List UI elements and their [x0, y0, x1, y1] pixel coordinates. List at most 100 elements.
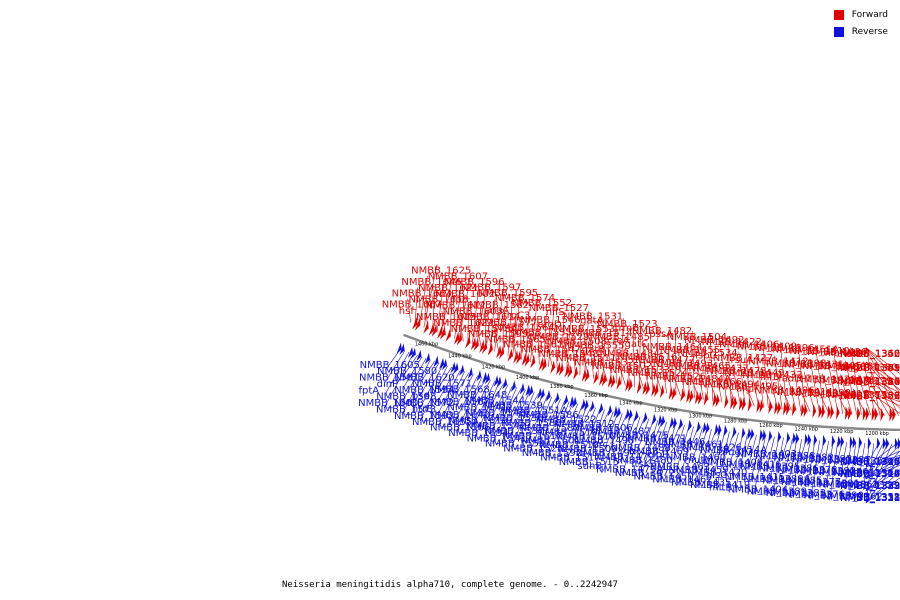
- forward-connector: [546, 343, 554, 369]
- forward-connector: [472, 293, 479, 345]
- reverse-gene-arrow: [459, 364, 465, 376]
- reverse-gene-arrow: [410, 347, 416, 359]
- reverse-gene-arrow: [750, 428, 755, 441]
- forward-gene-label: ihfB: [760, 372, 780, 383]
- forward-gene-arrow: [524, 353, 530, 367]
- forward-gene-label: NMBB_1618: [409, 295, 469, 306]
- reverse-connector: [621, 416, 641, 475]
- reverse-gene-arrow: [705, 422, 710, 435]
- reverse-gene-arrow: [813, 434, 818, 447]
- forward-connector: [685, 344, 690, 398]
- reverse-gene-label: NMBB_1419: [690, 480, 750, 491]
- forward-gene-arrow: [777, 401, 781, 415]
- forward-gene-label: NMBB_1322: [840, 391, 900, 402]
- forward-connector: [865, 375, 900, 399]
- forward-gene-label: NMBB_1553: [555, 324, 615, 335]
- forward-connector: [489, 298, 496, 351]
- reverse-connector: [865, 469, 900, 492]
- reverse-connector: [603, 413, 623, 471]
- reverse-gene-label: NMBB_1518: [539, 440, 599, 451]
- forward-gene-arrow: [651, 383, 656, 397]
- forward-gene-label: NMBB_1532: [574, 357, 634, 368]
- reverse-connector: [491, 384, 509, 419]
- reverse-gene-label: NMBB_1358: [837, 480, 897, 491]
- reverse-connector: [865, 443, 884, 479]
- reverse-connector: [806, 440, 816, 488]
- forward-connector: [632, 334, 635, 388]
- reverse-connector: [545, 399, 561, 433]
- forward-connector: [507, 304, 513, 356]
- reverse-gene-label: NMBB_1572: [394, 398, 454, 409]
- forward-connector: [543, 313, 547, 366]
- reverse-gene-label: NMBB_1519: [538, 427, 598, 438]
- reverse-gene-arrow: [502, 377, 508, 390]
- forward-gene-label: NMBB_1381: [820, 362, 880, 373]
- forward-connector: [865, 347, 881, 416]
- reverse-gene-arrow: [717, 424, 722, 436]
- kbp-tick-label: 1220 kbp: [830, 429, 854, 435]
- forward-gene-arrow: [668, 386, 673, 400]
- forward-connector: [707, 375, 718, 402]
- forward-gene-label: NMBB_1396: [754, 343, 814, 354]
- forward-gene-label: NMBB_1353: [840, 391, 900, 402]
- forward-gene-arrow: [689, 389, 694, 404]
- forward-connector: [441, 311, 446, 336]
- forward-gene-label: NMBB_1663: [392, 288, 452, 299]
- forward-gene-label: fadD-1: [778, 373, 812, 384]
- reverse-gene-label: NMBB_1543: [465, 408, 525, 419]
- reverse-gene-label: NMBB_1462: [652, 475, 712, 486]
- forward-gene-arrow: [694, 390, 700, 405]
- forward-gene-arrow: [830, 405, 834, 420]
- reverse-gene-arrow: [634, 410, 639, 422]
- forward-gene-label: NMBB_1436: [807, 347, 867, 358]
- reverse-gene-arrow: [584, 399, 589, 412]
- forward-connector: [761, 382, 774, 409]
- forward-connector: [727, 336, 732, 404]
- forward-connector: [615, 330, 617, 384]
- forward-gene-arrow: [845, 406, 849, 420]
- forward-connector: [709, 333, 714, 402]
- forward-gene-label: rsuA: [731, 355, 754, 366]
- reverse-connector: [619, 416, 636, 463]
- reverse-gene-arrow: [572, 396, 577, 409]
- reverse-gene-label: NMBB_1620: [394, 373, 454, 384]
- reverse-connector: [840, 442, 848, 478]
- kbp-tick-label: 1300 kbp: [689, 414, 713, 420]
- forward-gene-arrow: [516, 350, 521, 365]
- forward-connector: [827, 359, 839, 414]
- forward-gene-label: NMBB_1502: [592, 361, 652, 372]
- reverse-connector: [528, 395, 548, 441]
- forward-connector: [865, 375, 900, 394]
- reverse-gene-label: NMBB_1415: [725, 472, 785, 483]
- forward-gene-arrow: [856, 406, 861, 421]
- reverse-gene-arrow: [678, 418, 683, 431]
- forward-gene-label: NMBB_1582: [469, 300, 529, 311]
- forward-connector: [865, 361, 900, 391]
- forward-connector: [762, 340, 769, 409]
- reverse-connector: [848, 442, 857, 502]
- reverse-connector: [437, 369, 461, 415]
- reverse-gene-label: NMBB_1571: [412, 379, 472, 390]
- forward-gene-label: NMBB_1433: [742, 370, 802, 381]
- forward-gene-label: NMBB_1552: [512, 298, 572, 309]
- forward-gene-label: NMBB_1514: [572, 328, 632, 339]
- reverse-connector: [564, 404, 583, 451]
- reverse-gene-arrow: [882, 437, 887, 450]
- forward-connector: [834, 388, 848, 415]
- reverse-gene-arrow: [687, 419, 692, 432]
- reverse-gene-label: NMBB_1319: [840, 469, 900, 480]
- reverse-gene-label: mltB: [709, 482, 732, 493]
- reverse-gene-arrow: [657, 414, 663, 427]
- forward-gene-label: narX: [840, 349, 864, 360]
- reverse-gene-label: NMBB_1360: [829, 456, 889, 467]
- forward-gene-label: NMBB_1412: [748, 357, 808, 368]
- forward-connector: [671, 370, 681, 396]
- forward-connector: [625, 347, 631, 387]
- reverse-gene-label: NMBB_1312: [840, 481, 900, 492]
- reverse-gene-label: NMBB_1587: [519, 423, 579, 434]
- forward-gene-arrow: [470, 336, 476, 351]
- reverse-gene-arrow: [876, 437, 881, 450]
- forward-gene-label: NMBB_1478: [706, 366, 766, 377]
- reverse-connector: [865, 456, 900, 480]
- forward-gene-arrow: [800, 403, 805, 418]
